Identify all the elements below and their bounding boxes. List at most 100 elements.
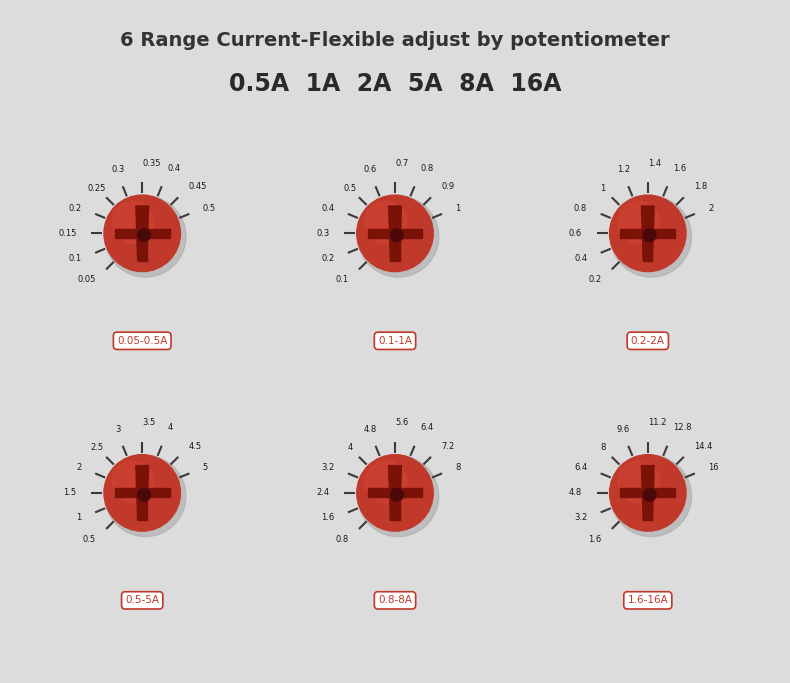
Text: 6 Range Current-Flexible adjust by potentiometer: 6 Range Current-Flexible adjust by poten… bbox=[120, 31, 670, 50]
Text: 0.5A  1A  2A  5A  8A  16A: 0.5A 1A 2A 5A 8A 16A bbox=[229, 72, 561, 96]
Text: 4: 4 bbox=[167, 423, 172, 432]
Text: 0.7: 0.7 bbox=[395, 158, 408, 168]
Text: 1: 1 bbox=[600, 184, 605, 193]
Polygon shape bbox=[641, 206, 654, 261]
Text: 1.6: 1.6 bbox=[589, 535, 601, 544]
Text: 0.5: 0.5 bbox=[83, 535, 96, 544]
Circle shape bbox=[105, 196, 186, 277]
Text: 0.8-8A: 0.8-8A bbox=[378, 596, 412, 605]
Text: 3: 3 bbox=[115, 425, 121, 434]
Text: 0.05: 0.05 bbox=[77, 275, 96, 284]
Circle shape bbox=[104, 195, 180, 272]
Polygon shape bbox=[367, 229, 423, 238]
Text: 1.6: 1.6 bbox=[673, 164, 687, 173]
Text: 0.8: 0.8 bbox=[420, 164, 434, 173]
Text: 1.6: 1.6 bbox=[322, 514, 334, 522]
Polygon shape bbox=[390, 206, 400, 261]
Polygon shape bbox=[136, 466, 149, 520]
Circle shape bbox=[358, 196, 438, 277]
Text: 0.2: 0.2 bbox=[69, 204, 81, 213]
Text: 5.6: 5.6 bbox=[395, 418, 408, 428]
Text: 5: 5 bbox=[203, 463, 208, 473]
Text: 4.5: 4.5 bbox=[189, 442, 201, 451]
Text: 1.8: 1.8 bbox=[694, 182, 707, 191]
Text: 1.4: 1.4 bbox=[648, 158, 661, 168]
Polygon shape bbox=[643, 466, 653, 520]
Text: 9.6: 9.6 bbox=[617, 425, 630, 434]
Text: 11.2: 11.2 bbox=[648, 418, 666, 428]
Polygon shape bbox=[389, 206, 401, 261]
Text: 4: 4 bbox=[348, 443, 352, 452]
Circle shape bbox=[618, 461, 660, 503]
Polygon shape bbox=[641, 466, 654, 520]
Text: 8: 8 bbox=[456, 463, 461, 473]
Polygon shape bbox=[389, 466, 401, 520]
Text: 0.35: 0.35 bbox=[142, 158, 160, 168]
Text: 6.4: 6.4 bbox=[420, 423, 434, 432]
Text: 3.2: 3.2 bbox=[574, 514, 587, 522]
Text: 0.5: 0.5 bbox=[203, 204, 216, 213]
Text: 3.5: 3.5 bbox=[142, 418, 156, 428]
Text: 16: 16 bbox=[709, 463, 719, 473]
Polygon shape bbox=[115, 488, 170, 497]
Polygon shape bbox=[620, 488, 675, 497]
Text: 0.3: 0.3 bbox=[316, 229, 329, 238]
Polygon shape bbox=[390, 466, 400, 520]
Text: 0.5: 0.5 bbox=[344, 184, 356, 193]
Circle shape bbox=[137, 229, 150, 242]
Circle shape bbox=[137, 488, 150, 501]
Polygon shape bbox=[115, 229, 170, 238]
Polygon shape bbox=[137, 466, 147, 520]
Text: 4.8: 4.8 bbox=[569, 488, 582, 497]
Polygon shape bbox=[620, 229, 675, 238]
Circle shape bbox=[618, 201, 660, 243]
Polygon shape bbox=[136, 206, 149, 261]
Polygon shape bbox=[367, 488, 423, 497]
Text: 12.8: 12.8 bbox=[673, 423, 691, 432]
Circle shape bbox=[611, 456, 691, 537]
Text: 0.5-5A: 0.5-5A bbox=[125, 596, 160, 605]
Text: 0.8: 0.8 bbox=[574, 204, 587, 213]
Text: 0.4: 0.4 bbox=[574, 254, 587, 263]
Text: 14.4: 14.4 bbox=[694, 442, 713, 451]
Circle shape bbox=[357, 455, 433, 531]
Text: 1: 1 bbox=[77, 514, 81, 522]
Text: 0.6: 0.6 bbox=[569, 229, 582, 238]
Text: 0.4: 0.4 bbox=[167, 164, 180, 173]
Text: 0.1: 0.1 bbox=[69, 254, 81, 263]
Circle shape bbox=[365, 461, 407, 503]
Text: 1.5: 1.5 bbox=[63, 488, 77, 497]
Text: 0.8: 0.8 bbox=[336, 535, 348, 544]
Text: 0.2: 0.2 bbox=[589, 275, 601, 284]
Circle shape bbox=[643, 229, 656, 242]
Text: 7.2: 7.2 bbox=[442, 442, 454, 451]
Circle shape bbox=[390, 229, 403, 242]
Text: 0.9: 0.9 bbox=[442, 182, 454, 191]
Text: 2: 2 bbox=[709, 204, 713, 213]
Text: 1.2: 1.2 bbox=[617, 165, 630, 174]
Circle shape bbox=[365, 201, 407, 243]
Text: 6.4: 6.4 bbox=[574, 463, 587, 473]
Circle shape bbox=[610, 195, 686, 272]
Text: 0.4: 0.4 bbox=[322, 204, 334, 213]
Text: 2: 2 bbox=[77, 463, 81, 473]
Text: 3.2: 3.2 bbox=[322, 463, 334, 473]
Text: 0.3: 0.3 bbox=[111, 165, 125, 174]
Text: 0.2: 0.2 bbox=[322, 254, 334, 263]
Text: 2.4: 2.4 bbox=[316, 488, 329, 497]
Text: 2.5: 2.5 bbox=[91, 443, 103, 452]
Text: 0.1: 0.1 bbox=[336, 275, 348, 284]
Circle shape bbox=[643, 488, 656, 501]
Polygon shape bbox=[137, 206, 147, 261]
Circle shape bbox=[112, 461, 154, 503]
Circle shape bbox=[390, 488, 403, 501]
Circle shape bbox=[105, 456, 186, 537]
Text: 8: 8 bbox=[600, 443, 605, 452]
Circle shape bbox=[610, 455, 686, 531]
Circle shape bbox=[112, 201, 154, 243]
Text: 0.05-0.5A: 0.05-0.5A bbox=[117, 336, 167, 346]
Circle shape bbox=[357, 195, 433, 272]
Text: 0.25: 0.25 bbox=[88, 184, 107, 193]
Circle shape bbox=[104, 455, 180, 531]
Text: 0.2-2A: 0.2-2A bbox=[630, 336, 665, 346]
